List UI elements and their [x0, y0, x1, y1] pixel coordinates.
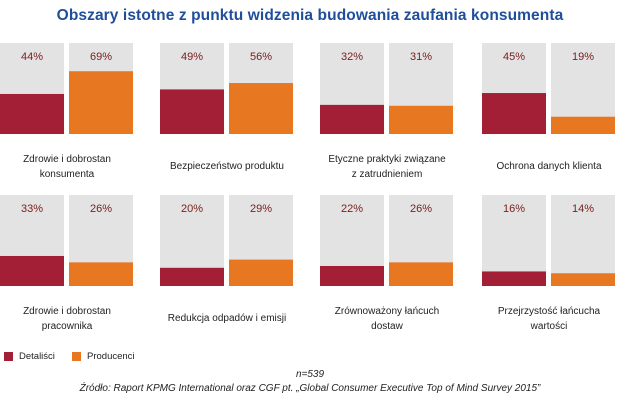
bar-producenci	[229, 83, 293, 134]
legend-swatch-producenci	[72, 352, 81, 361]
category-label: Etyczne praktyki związane z zatrudnieniem	[307, 152, 467, 182]
bar-detalisci	[0, 255, 64, 286]
category-label-line: Redukcja odpadów i emisji	[167, 313, 287, 324]
category-label-line: konsumenta	[39, 169, 95, 180]
bar-detalisci	[320, 104, 384, 134]
category-label: Redukcja odpadów i emisji	[147, 311, 307, 326]
bar-producenci	[389, 105, 453, 134]
value-label: 69%	[90, 51, 112, 63]
panel-svg: 33% 26%	[0, 195, 133, 286]
bar-detalisci	[482, 271, 546, 286]
chart-panel: 22% 26%	[320, 195, 454, 286]
bar-detalisci	[160, 89, 224, 134]
panel-svg: 16% 14%	[482, 195, 615, 286]
chart-panel: 20% 29%	[160, 195, 294, 286]
panel-svg: 32% 31%	[320, 43, 453, 134]
value-label: 32%	[341, 51, 363, 63]
category-label: Zdrowie i dobrostan konsumenta	[0, 152, 147, 182]
bar-detalisci	[0, 93, 64, 134]
value-label: 49%	[181, 51, 203, 63]
value-label: 14%	[572, 203, 594, 215]
value-label: 19%	[572, 51, 594, 63]
panel-svg: 20% 29%	[160, 195, 293, 286]
legend-item-detalisci: Detaliści	[4, 351, 55, 362]
category-label: Zdrowie i dobrostan pracownika	[0, 304, 147, 334]
value-label: 45%	[503, 51, 525, 63]
value-label: 56%	[250, 51, 272, 63]
category-label-line: Bezpieczeństwo produktu	[170, 161, 284, 172]
category-label: Przejrzystość łańcucha wartości	[469, 304, 620, 334]
bar-producenci	[551, 116, 615, 134]
legend-swatch-detalisci	[4, 352, 13, 361]
category-label-line: wartości	[530, 321, 568, 332]
panel-svg: 45% 19%	[482, 43, 615, 134]
bar-detalisci	[160, 267, 224, 286]
category-label-line: Ochrona danych klienta	[496, 161, 602, 172]
value-label: 26%	[410, 203, 432, 215]
value-label: 33%	[21, 203, 43, 215]
bar-producenci	[389, 262, 453, 286]
category-label: Bezpieczeństwo produktu	[147, 159, 307, 174]
sample-size-note: n=539	[295, 369, 325, 380]
category-label-line: Zrównoważony łańcuch	[334, 306, 440, 317]
legend-item-producenci: Producenci	[72, 351, 135, 362]
category-label-line: Zdrowie i dobrostan	[23, 154, 111, 165]
value-label: 44%	[21, 51, 43, 63]
bar-producenci	[551, 273, 615, 286]
chart-title: Obszary istotne z punktu widzenia budowa…	[56, 7, 564, 24]
value-label: 31%	[410, 51, 432, 63]
bar-background	[482, 195, 546, 286]
legend-label-producenci: Producenci	[87, 351, 135, 362]
legend-label-detalisci: Detaliści	[19, 351, 55, 362]
chart-panel: 32% 31%	[320, 43, 454, 134]
bar-producenci	[69, 262, 133, 286]
chart-panel: 49% 56%	[160, 43, 294, 134]
chart-panel: 16% 14%	[482, 195, 616, 286]
bar-producenci	[69, 71, 133, 134]
panel-svg: 44% 69%	[0, 43, 133, 134]
bar-producenci	[229, 259, 293, 286]
category-label-line: Zdrowie i dobrostan	[23, 306, 111, 317]
panel-svg: 49% 56%	[160, 43, 293, 134]
panel-svg: 22% 26%	[320, 195, 453, 286]
category-label-line: pracownika	[41, 321, 93, 332]
chart-panel: 33% 26%	[0, 195, 134, 286]
value-label: 29%	[250, 203, 272, 215]
bar-detalisci	[320, 265, 384, 286]
category-label-line: dostaw	[371, 321, 403, 332]
value-label: 16%	[503, 203, 525, 215]
source-note: Źródło: Raport KPMG International oraz C…	[79, 383, 541, 394]
chart-panel: 44% 69%	[0, 43, 134, 134]
bar-background	[551, 195, 615, 286]
chart-panel: 45% 19%	[482, 43, 616, 134]
category-label-line: z zatrudnieniem	[351, 169, 423, 180]
category-label: Ochrona danych klienta	[469, 159, 620, 174]
category-label-line: Etyczne praktyki związane	[328, 154, 446, 165]
value-label: 26%	[90, 203, 112, 215]
bar-detalisci	[482, 93, 546, 134]
value-label: 20%	[181, 203, 203, 215]
category-label: Zrównoważony łańcuch dostaw	[307, 304, 467, 334]
category-label-line: Przejrzystość łańcucha	[497, 306, 601, 317]
value-label: 22%	[341, 203, 363, 215]
